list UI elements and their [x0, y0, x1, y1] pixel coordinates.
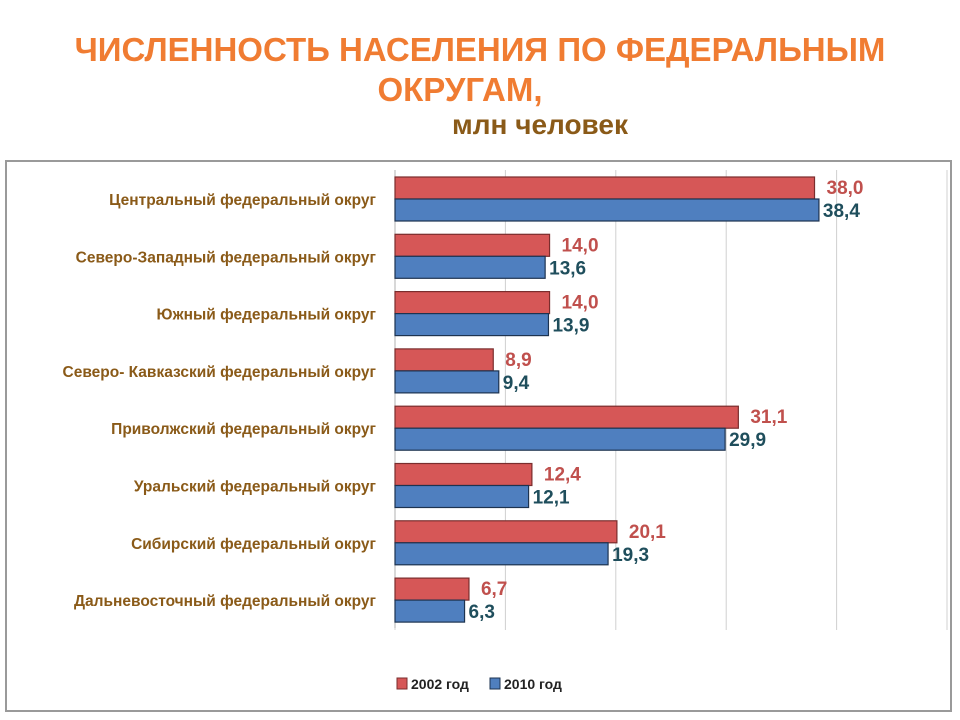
data-label-2010: 9,4: [503, 373, 530, 394]
category-label: Сибирский федеральный округ: [131, 536, 376, 553]
legend-label-2002: 2002 год: [411, 676, 469, 692]
chart-subtitle-wrap: млн человек: [0, 108, 960, 142]
category-label: Южный федеральный округ: [157, 307, 377, 324]
bar-2002: [394, 291, 551, 315]
data-label-2010: 6,3: [469, 602, 495, 623]
legend-swatch-2010: [489, 677, 501, 690]
data-label-2002: 31,1: [750, 407, 787, 428]
bar-2002: [394, 348, 494, 372]
chart-title-line1: ЧИСЛЕННОСТЬ НАСЕЛЕНИЯ ПО ФЕДЕРАЛЬНЫМ: [74, 31, 886, 68]
data-label-2002: 20,1: [629, 522, 666, 543]
bar-2002: [394, 520, 618, 544]
chart-subtitle: млн человек: [452, 109, 628, 140]
data-label-2010: 38,4: [823, 201, 860, 222]
bar-2010: [394, 542, 609, 566]
chart-title-line2: ОКРУГАМ,: [377, 71, 543, 108]
data-label-2002: 14,0: [562, 235, 599, 256]
category-label: Центральный федеральный округ: [109, 192, 376, 209]
data-label-2010: 13,9: [552, 316, 589, 337]
legend-label-2010: 2010 год: [504, 676, 562, 692]
data-label-2010: 13,6: [549, 258, 586, 279]
data-label-2002: 38,0: [827, 178, 864, 199]
category-label: Уральский федеральный округ: [134, 479, 377, 496]
bar-2002: [394, 405, 739, 429]
data-label-2002: 8,9: [505, 350, 531, 371]
bar-2002: [394, 233, 551, 257]
data-label-2010: 29,9: [729, 430, 766, 451]
data-label-2010: 19,3: [612, 545, 649, 566]
category-label: Дальневосточный федеральный округ: [74, 593, 377, 610]
bar-2010: [394, 427, 726, 451]
chart-frame: [5, 160, 952, 712]
legend-swatch-2002: [396, 677, 408, 690]
bar-2010: [394, 255, 546, 279]
bar-2002: [394, 577, 470, 601]
chart-title: ЧИСЛЕННОСТЬ НАСЕЛЕНИЯ ПО ФЕДЕРАЛЬНЫМ ОКР…: [0, 30, 960, 110]
bar-2010: [394, 599, 466, 623]
category-label: Северо-Западный федеральный округ: [76, 249, 377, 266]
data-label-2002: 12,4: [544, 465, 581, 486]
bar-2002: [394, 176, 816, 200]
bar-2010: [394, 313, 550, 337]
data-label-2002: 14,0: [562, 293, 599, 314]
data-label-2010: 12,1: [533, 488, 570, 509]
bar-2010: [394, 484, 530, 509]
data-label-2002: 6,7: [481, 579, 507, 600]
category-label: Приволжский федеральный округ: [111, 421, 376, 438]
bar-2002: [394, 462, 533, 487]
bar-2010: [394, 198, 820, 222]
bar-2010: [394, 370, 500, 394]
category-label: Северо- Кавказский федеральный округ: [63, 364, 377, 381]
